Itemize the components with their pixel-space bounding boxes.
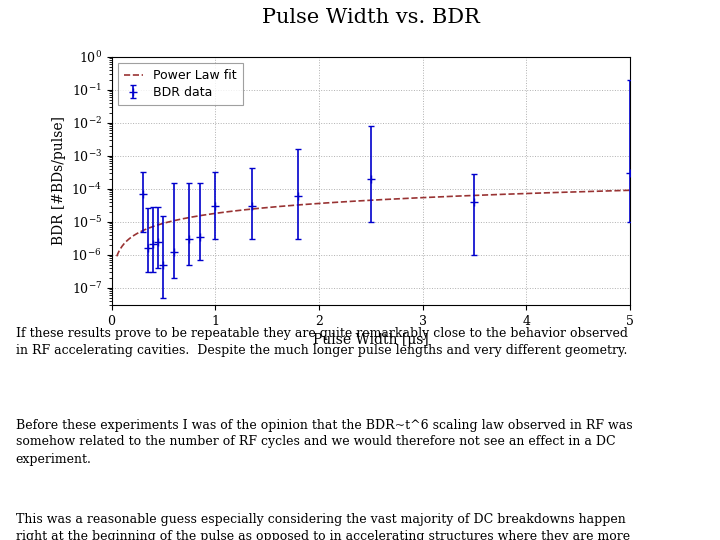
X-axis label: Pulse Width [μs]: Pulse Width [μs] [313,333,428,347]
Text: Pulse Width vs. BDR: Pulse Width vs. BDR [262,8,480,27]
Y-axis label: BDR [#BDs/pulse]: BDR [#BDs/pulse] [52,117,66,245]
Power Law fit [366,197,374,204]
Text: This was a reasonable guess especially considering the vast majority of DC break: This was a reasonable guess especially c… [16,513,630,540]
Text: If these results prove to be repeatable they are quite remarkably close to the b: If these results prove to be repeatable … [16,327,628,357]
Power Law fit [112,253,121,260]
Power Law fit [369,197,378,204]
Line: Power Law fit: Power Law fit [117,190,651,256]
Legend: Power Law fit, BDR data: Power Law fit, BDR data [118,63,243,105]
Power Law fit [647,186,655,193]
Power Law fit [550,190,559,196]
Power Law fit [401,195,410,201]
Text: Before these experiments I was of the opinion that the BDR~t^6 scaling law obser: Before these experiments I was of the op… [16,418,632,465]
Power Law fit [634,187,642,193]
Power Law fit [431,194,439,200]
